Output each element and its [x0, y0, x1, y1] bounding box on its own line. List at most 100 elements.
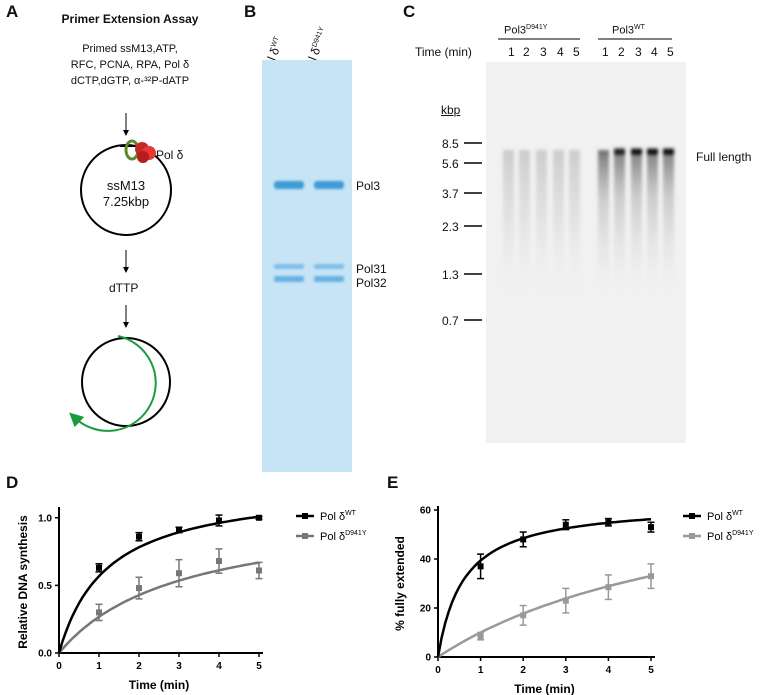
x-tick-label: 1	[96, 661, 102, 672]
legend-sup: D941Y	[345, 530, 367, 537]
fit-curve-1	[58, 561, 260, 654]
legend-label: Pol δWT	[707, 510, 744, 523]
time-label: Time (min)	[415, 45, 472, 59]
y-tick-label: 0.5	[38, 581, 52, 592]
band-pol32-mut	[314, 276, 344, 282]
legend-marker	[689, 513, 695, 519]
data-point	[520, 612, 527, 619]
group-brackets	[498, 38, 672, 40]
kbp-label: kbp	[441, 103, 461, 117]
data-point	[648, 573, 654, 580]
fit-curve-0	[436, 517, 652, 658]
panel-label-a: A	[6, 2, 19, 21]
lane-smear	[647, 148, 658, 288]
marker-ticks	[464, 142, 482, 321]
x-tick-label: 5	[648, 665, 654, 676]
pol-delta-icon	[135, 142, 156, 163]
assay-title: Primer Extension Assay	[61, 12, 199, 26]
fit-curve-1	[437, 574, 652, 659]
lane-number: 3	[540, 45, 547, 59]
band-pol31-mut	[314, 264, 344, 269]
x-tick-label: 0	[435, 665, 441, 676]
y-axis-label: Relative DNA synthesis	[16, 515, 30, 649]
x-tick-label: 1	[478, 665, 484, 676]
data-point	[136, 585, 142, 592]
band-pol32-wt	[274, 276, 304, 282]
data-point	[605, 584, 612, 591]
y-tick-label: 60	[420, 506, 432, 517]
sequencing-gel	[486, 62, 686, 443]
lane-smear	[553, 150, 564, 290]
lane-smear	[631, 148, 642, 288]
group-label-wt: Pol3WT	[612, 24, 645, 37]
lane-smear	[614, 148, 625, 288]
data-point	[176, 570, 182, 577]
marker-label: 5.6	[442, 157, 459, 171]
data-point	[477, 633, 484, 640]
chart-fully-extended: 0 1 2 3 4 5 0 20 40 60 Time (min) % fully extended P…	[393, 506, 754, 695]
legend-marker	[302, 513, 308, 519]
template-name: ssM13	[106, 178, 146, 193]
lane-number: 2	[523, 45, 530, 59]
data-point	[96, 564, 102, 571]
legend-sup: WT	[345, 510, 357, 517]
reagent-line: dCTP,dGTP, α-³²P-dATP	[70, 75, 190, 87]
assay-schematic	[69, 113, 172, 432]
template-label: ssM13 7.25kbp	[86, 178, 166, 210]
full-length-band	[614, 149, 625, 155]
legend-label: Pol δWT	[320, 510, 357, 523]
marker-label: 1.3	[442, 268, 459, 282]
sds-page-gel	[262, 60, 352, 472]
band-label-pol31: Pol31	[356, 262, 387, 276]
y-tick-label: 20	[420, 604, 432, 615]
data-point	[477, 563, 484, 570]
lane-smear	[519, 150, 530, 290]
lane-number: 4	[557, 45, 564, 59]
legend-name: Pol δ	[320, 531, 345, 543]
fit-curve-0	[57, 515, 260, 654]
data-point	[216, 517, 222, 524]
lane-number: 1	[602, 45, 609, 59]
band-pol31-wt	[274, 264, 304, 269]
y-axis-label: % fully extended	[393, 536, 407, 631]
y-tick-label: 0	[425, 653, 431, 664]
data-point	[96, 609, 102, 616]
x-tick-label: 0	[56, 661, 62, 672]
band-label-pol3: Pol3	[356, 179, 381, 193]
product-circle	[81, 337, 171, 427]
x-tick-label: 2	[136, 661, 142, 672]
reagent-line: RFC, PCNA, RPA, Pol δ	[70, 59, 190, 71]
legend-name: Pol δ	[707, 511, 732, 523]
legend-sup: D941Y	[732, 530, 754, 537]
band-label-pol32: Pol32	[356, 276, 387, 290]
data-point	[562, 521, 569, 528]
lane-smear	[569, 150, 580, 290]
legend-marker	[302, 533, 308, 539]
lane-number: 1	[508, 45, 515, 59]
legend-label: Pol δD941Y	[320, 530, 367, 543]
data-point	[648, 524, 654, 531]
y-tick-label: 1.0	[38, 513, 52, 524]
lane-number: 5	[573, 45, 580, 59]
chart-relative-synthesis: 0 1 2 3 4 5 0.0 0.5 1.0 Time (min) Relative DNA sy…	[16, 507, 367, 692]
lane-number: 4	[651, 45, 658, 59]
lane-smear	[536, 150, 547, 290]
reagent-list: Primed ssM13,ATP, RFC, PCNA, RPA, Pol δ …	[40, 41, 220, 89]
x-axis-label: Time (min)	[514, 682, 574, 695]
x-tick-label: 3	[176, 661, 182, 672]
x-axis-label: Time (min)	[129, 678, 189, 692]
lane-smear	[503, 150, 514, 290]
full-length-band	[663, 149, 674, 155]
group-label-d941y: Pol3D941Y	[504, 24, 548, 37]
panel-label-b: B	[244, 2, 257, 21]
legend-marker	[689, 533, 695, 539]
extended-strand	[69, 335, 157, 432]
panel-label-c: C	[403, 2, 416, 21]
full-length-label: Full length	[696, 150, 752, 164]
band-pol3-wt	[274, 181, 304, 189]
data-point	[605, 519, 612, 526]
full-length-band	[631, 149, 642, 155]
lane-smear	[598, 150, 609, 290]
legend-sup: WT	[732, 510, 744, 517]
reagent-line: Primed ssM13,ATP,	[82, 43, 178, 55]
